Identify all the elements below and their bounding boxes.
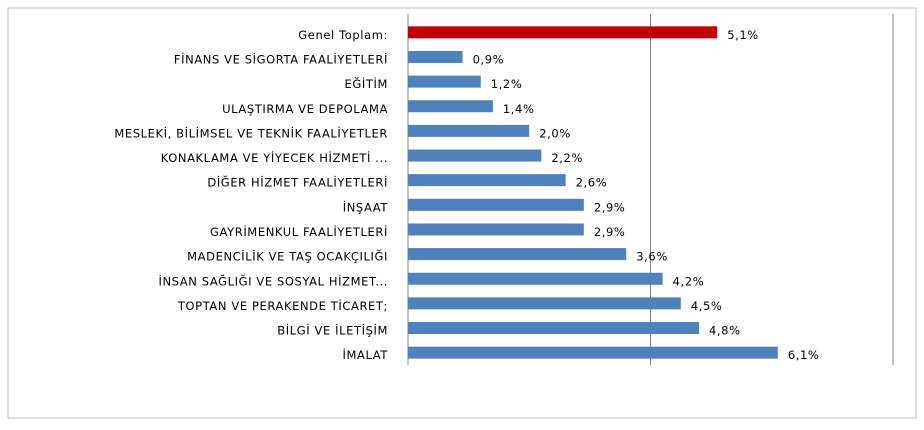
y-tick-label: TOPTAN VE PERAKENDE TİCARET; [177, 298, 388, 313]
y-tick-label: İNSAN SAĞLIĞI VE SOSYAL HİZMET... [158, 273, 388, 288]
bar [408, 223, 584, 236]
bar [408, 75, 481, 88]
bar [408, 272, 663, 285]
y-tick-label: İMALAT [343, 347, 389, 362]
y-tick-label: GAYRİMENKUL FAALİYETLERİ [210, 224, 388, 239]
y-tick-label: MESLEKİ, BİLİMSEL VE TEKNİK FAALİYETLER [114, 125, 388, 140]
bar [408, 174, 566, 187]
bar [408, 297, 681, 310]
y-tick-label: İNŞAAT [343, 199, 389, 214]
y-tick-label: ULAŞTIRMA VE DEPOLAMA [222, 102, 388, 116]
data-label: 5,1% [727, 28, 759, 42]
data-label: 3,6% [636, 250, 668, 264]
y-tick-label: MADENCİLİK VE TAŞ OCAKÇILIĞI [187, 249, 388, 264]
bar [408, 149, 542, 162]
data-label: 2,6% [576, 176, 608, 190]
bar [408, 248, 627, 261]
data-label: 2,0% [539, 126, 571, 140]
bar [408, 100, 493, 113]
bar [408, 198, 584, 211]
y-tick-label: EĞİTİM [344, 76, 388, 91]
data-label: 2,9% [594, 200, 626, 214]
data-label: 1,4% [503, 102, 535, 116]
y-tick-label: KONAKLAMA VE YİYECEK HİZMETİ ... [161, 150, 388, 165]
data-label: 4,8% [709, 324, 741, 338]
data-label: 1,2% [491, 77, 523, 91]
bar [408, 124, 530, 137]
data-label: 2,2% [551, 151, 583, 165]
data-label: 6,1% [788, 348, 820, 362]
bar [408, 50, 463, 63]
y-tick-label: BİLGİ VE İLETİŞİM [277, 323, 388, 338]
y-tick-label: FİNANS VE SİGORTA FAALİYETLERİ [174, 51, 388, 66]
y-tick-label: DİĞER HİZMET FAALİYETLERİ [207, 175, 388, 190]
bar [408, 346, 778, 359]
bar [408, 26, 718, 39]
bar [408, 322, 699, 335]
data-label: 2,9% [594, 225, 626, 239]
y-tick-label: Genel Toplam: [298, 28, 388, 42]
data-label: 4,5% [691, 299, 723, 313]
data-label: 0,9% [473, 52, 505, 66]
data-label: 4,2% [673, 274, 705, 288]
